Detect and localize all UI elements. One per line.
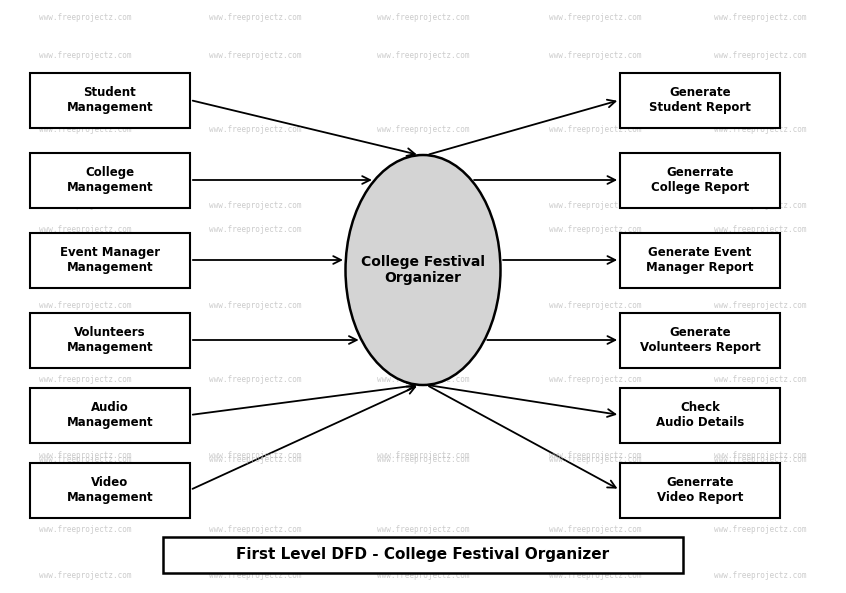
Text: www.freeprojectz.com: www.freeprojectz.com — [209, 451, 301, 460]
Text: www.freeprojectz.com: www.freeprojectz.com — [376, 200, 470, 209]
Text: www.freeprojectz.com: www.freeprojectz.com — [714, 455, 806, 464]
Text: www.freeprojectz.com: www.freeprojectz.com — [549, 225, 641, 234]
Text: www.freeprojectz.com: www.freeprojectz.com — [549, 525, 641, 534]
Text: Video
Management: Video Management — [67, 476, 153, 504]
Text: Event Manager
Management: Event Manager Management — [60, 246, 160, 274]
Bar — [30, 387, 190, 442]
Bar — [30, 463, 190, 518]
Text: www.freeprojectz.com: www.freeprojectz.com — [376, 14, 470, 23]
Text: Student
Management: Student Management — [67, 86, 153, 114]
Text: www.freeprojectz.com: www.freeprojectz.com — [714, 200, 806, 209]
Bar — [620, 232, 780, 288]
Text: www.freeprojectz.com: www.freeprojectz.com — [549, 570, 641, 579]
Text: Generrate
Video Report: Generrate Video Report — [656, 476, 743, 504]
Text: www.freeprojectz.com: www.freeprojectz.com — [39, 126, 131, 135]
Ellipse shape — [345, 155, 501, 385]
Bar — [30, 232, 190, 288]
Text: www.freeprojectz.com: www.freeprojectz.com — [376, 225, 470, 234]
Text: www.freeprojectz.com: www.freeprojectz.com — [549, 200, 641, 209]
Text: www.freeprojectz.com: www.freeprojectz.com — [209, 570, 301, 579]
Text: www.freeprojectz.com: www.freeprojectz.com — [376, 570, 470, 579]
Text: www.freeprojectz.com: www.freeprojectz.com — [209, 301, 301, 310]
Text: www.freeprojectz.com: www.freeprojectz.com — [39, 375, 131, 384]
Text: www.freeprojectz.com: www.freeprojectz.com — [376, 525, 470, 534]
Text: First Level DFD - College Festival Organizer: First Level DFD - College Festival Organ… — [236, 547, 610, 563]
Text: www.freeprojectz.com: www.freeprojectz.com — [39, 451, 131, 460]
Bar — [620, 463, 780, 518]
Bar — [30, 152, 190, 208]
Text: Generate Event
Manager Report: Generate Event Manager Report — [646, 246, 754, 274]
Text: www.freeprojectz.com: www.freeprojectz.com — [714, 50, 806, 59]
Bar — [620, 313, 780, 368]
Text: www.freeprojectz.com: www.freeprojectz.com — [714, 126, 806, 135]
Text: www.freeprojectz.com: www.freeprojectz.com — [549, 301, 641, 310]
Text: www.freeprojectz.com: www.freeprojectz.com — [714, 570, 806, 579]
Text: www.freeprojectz.com: www.freeprojectz.com — [209, 200, 301, 209]
Text: College
Management: College Management — [67, 166, 153, 194]
Text: www.freeprojectz.com: www.freeprojectz.com — [39, 301, 131, 310]
Text: www.freeprojectz.com: www.freeprojectz.com — [714, 525, 806, 534]
Text: www.freeprojectz.com: www.freeprojectz.com — [714, 451, 806, 460]
Text: www.freeprojectz.com: www.freeprojectz.com — [376, 455, 470, 464]
Text: www.freeprojectz.com: www.freeprojectz.com — [39, 525, 131, 534]
Text: www.freeprojectz.com: www.freeprojectz.com — [209, 225, 301, 234]
Text: Generate
Student Report: Generate Student Report — [649, 86, 751, 114]
Bar — [620, 72, 780, 127]
Bar — [30, 72, 190, 127]
Text: www.freeprojectz.com: www.freeprojectz.com — [376, 301, 470, 310]
Text: www.freeprojectz.com: www.freeprojectz.com — [376, 126, 470, 135]
Text: www.freeprojectz.com: www.freeprojectz.com — [209, 455, 301, 464]
Text: College Festival
Organizer: College Festival Organizer — [361, 255, 485, 285]
Text: www.freeprojectz.com: www.freeprojectz.com — [714, 14, 806, 23]
Text: Generate
Volunteers Report: Generate Volunteers Report — [640, 326, 761, 354]
Text: www.freeprojectz.com: www.freeprojectz.com — [209, 14, 301, 23]
Text: www.freeprojectz.com: www.freeprojectz.com — [39, 200, 131, 209]
Bar — [163, 537, 683, 573]
Bar — [620, 152, 780, 208]
Text: Volunteers
Management: Volunteers Management — [67, 326, 153, 354]
Text: www.freeprojectz.com: www.freeprojectz.com — [714, 375, 806, 384]
Text: www.freeprojectz.com: www.freeprojectz.com — [549, 50, 641, 59]
Text: www.freeprojectz.com: www.freeprojectz.com — [376, 451, 470, 460]
Text: www.freeprojectz.com: www.freeprojectz.com — [549, 14, 641, 23]
Text: Audio
Management: Audio Management — [67, 401, 153, 429]
Text: www.freeprojectz.com: www.freeprojectz.com — [39, 570, 131, 579]
Text: www.freeprojectz.com: www.freeprojectz.com — [39, 50, 131, 59]
Text: www.freeprojectz.com: www.freeprojectz.com — [39, 14, 131, 23]
Text: www.freeprojectz.com: www.freeprojectz.com — [714, 301, 806, 310]
Text: www.freeprojectz.com: www.freeprojectz.com — [376, 50, 470, 59]
Text: www.freeprojectz.com: www.freeprojectz.com — [549, 455, 641, 464]
Text: www.freeprojectz.com: www.freeprojectz.com — [549, 126, 641, 135]
Bar — [620, 387, 780, 442]
Text: www.freeprojectz.com: www.freeprojectz.com — [39, 225, 131, 234]
Text: www.freeprojectz.com: www.freeprojectz.com — [39, 455, 131, 464]
Text: www.freeprojectz.com: www.freeprojectz.com — [209, 50, 301, 59]
Bar — [30, 313, 190, 368]
Text: Generrate
College Report: Generrate College Report — [651, 166, 749, 194]
Text: www.freeprojectz.com: www.freeprojectz.com — [714, 225, 806, 234]
Text: www.freeprojectz.com: www.freeprojectz.com — [549, 375, 641, 384]
Text: Check
Audio Details: Check Audio Details — [656, 401, 744, 429]
Text: www.freeprojectz.com: www.freeprojectz.com — [549, 451, 641, 460]
Text: www.freeprojectz.com: www.freeprojectz.com — [209, 126, 301, 135]
Text: www.freeprojectz.com: www.freeprojectz.com — [209, 525, 301, 534]
Text: www.freeprojectz.com: www.freeprojectz.com — [376, 375, 470, 384]
Text: www.freeprojectz.com: www.freeprojectz.com — [209, 375, 301, 384]
